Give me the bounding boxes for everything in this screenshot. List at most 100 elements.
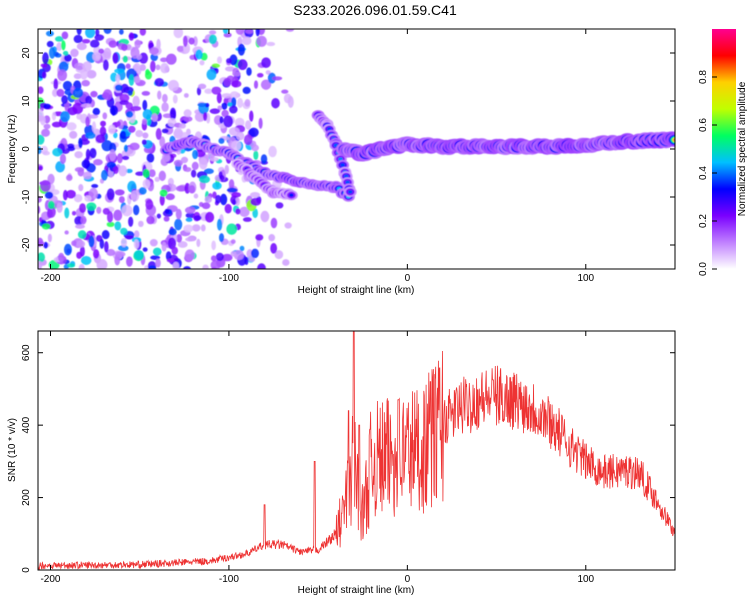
snr-plot-area — [38, 331, 675, 570]
noise-blob — [192, 36, 198, 47]
noise-blob — [108, 124, 116, 135]
noise-blob — [121, 204, 133, 217]
noise-blob — [146, 153, 155, 163]
noise-blob — [226, 58, 232, 64]
noise-blob — [168, 79, 179, 92]
noise-blob — [221, 253, 233, 262]
noise-blob — [244, 256, 249, 266]
noise-blob — [106, 161, 116, 168]
noise-blob — [231, 80, 242, 88]
noise-blob — [165, 193, 175, 201]
noise-blob — [65, 189, 76, 199]
noise-blob — [219, 116, 224, 124]
noise-blob — [229, 91, 240, 100]
noise-blob — [56, 202, 63, 213]
noise-blob — [114, 84, 123, 91]
noise-blob — [156, 213, 162, 219]
noise-blob — [218, 137, 225, 144]
noise-blob — [114, 189, 125, 196]
noise-blob — [239, 206, 250, 218]
noise-blob — [41, 223, 51, 230]
noise-blob — [76, 42, 87, 51]
noise-blob — [113, 209, 123, 221]
noise-blob — [95, 29, 100, 37]
noise-blob — [118, 165, 128, 177]
noise-blob — [172, 94, 178, 104]
snr-panel: -200 -100 0 100 0 200 400 600 Height of straig… — [7, 330, 676, 596]
noise-blob — [260, 154, 268, 165]
noise-blob — [125, 111, 134, 118]
noise-blob — [160, 57, 168, 63]
noise-blob — [243, 134, 253, 146]
noise-blob — [112, 52, 119, 64]
x-tick-label: 0 — [405, 273, 411, 284]
noise-blob — [161, 241, 167, 252]
noise-blob — [96, 259, 108, 269]
noise-blob — [203, 168, 214, 175]
noise-blob — [196, 238, 201, 248]
noise-blob — [88, 187, 98, 200]
noise-blob — [161, 128, 169, 134]
noise-blob — [38, 205, 41, 214]
noise-blob — [38, 134, 45, 145]
noise-blob — [246, 67, 252, 76]
noise-blob — [174, 218, 183, 231]
y-tick-label: 400 — [21, 416, 32, 433]
noise-blob — [184, 249, 195, 261]
noise-blob — [80, 215, 87, 225]
noise-blob — [132, 95, 140, 108]
noise-blob — [159, 136, 166, 148]
noise-blob — [168, 228, 177, 236]
colorbar-tick-label: 0.6 — [698, 118, 709, 132]
noise-blob — [180, 156, 189, 164]
noise-blob — [224, 203, 232, 214]
x-tick-label: -100 — [219, 273, 239, 284]
noise-blob — [173, 159, 183, 167]
noise-blob — [85, 116, 90, 127]
noise-blob — [157, 90, 162, 100]
noise-blob — [138, 187, 147, 195]
y-tick-label: 0 — [21, 567, 32, 573]
noise-blob — [267, 72, 276, 84]
noise-blob — [206, 69, 217, 81]
noise-blob — [99, 238, 105, 249]
noise-blob — [144, 70, 152, 80]
noise-blob — [210, 255, 217, 262]
noise-blob — [106, 188, 115, 201]
noise-blob — [215, 194, 222, 204]
noise-blob — [255, 234, 264, 241]
noise-blob — [103, 59, 109, 71]
noise-blob — [81, 159, 91, 169]
noise-blob — [183, 224, 194, 233]
noise-blob — [113, 132, 118, 139]
noise-blob — [74, 167, 85, 173]
noise-blob — [64, 230, 69, 235]
noise-blob — [229, 54, 238, 66]
noise-blob — [126, 68, 137, 81]
noise-blob — [209, 108, 221, 114]
noise-blob — [202, 264, 209, 269]
noise-blob — [76, 29, 82, 36]
noise-blob — [188, 185, 196, 194]
x-tick-label: 100 — [577, 273, 594, 284]
noise-blob — [235, 197, 241, 206]
noise-blob — [62, 50, 69, 56]
noise-blob — [250, 248, 260, 259]
noise-blob — [86, 69, 97, 79]
noise-blob — [69, 130, 78, 139]
noise-blob — [38, 165, 43, 171]
noise-blob — [216, 92, 222, 104]
noise-blob — [125, 168, 133, 174]
noise-blob — [154, 78, 165, 87]
noise-blob — [224, 66, 236, 72]
snr-line-layer — [38, 331, 675, 570]
noise-blob — [212, 191, 217, 199]
noise-blob — [193, 193, 199, 199]
noise-blob — [121, 149, 131, 158]
noise-blob — [253, 80, 259, 89]
noise-blob — [114, 221, 122, 231]
noise-blob — [200, 224, 206, 232]
snr-frame — [37, 330, 676, 571]
noise-blob — [106, 221, 115, 228]
noise-blob — [231, 192, 242, 198]
